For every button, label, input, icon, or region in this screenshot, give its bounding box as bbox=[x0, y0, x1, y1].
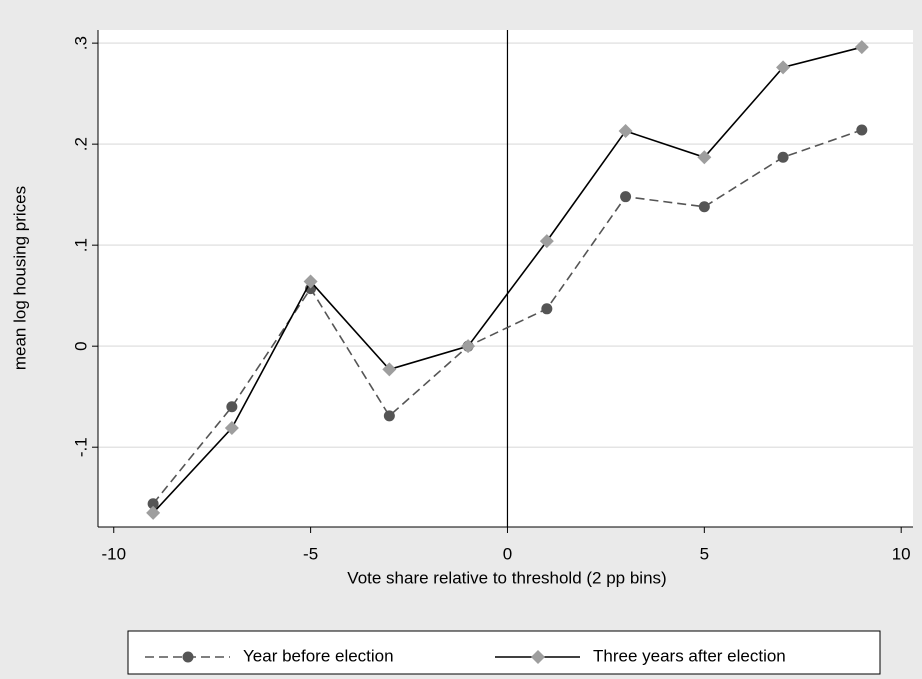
x-axis-title: Vote share relative to threshold (2 pp b… bbox=[347, 568, 666, 587]
data-point bbox=[698, 201, 710, 213]
y-tick-label: .1 bbox=[71, 238, 90, 252]
legend-label: Three years after election bbox=[593, 646, 786, 665]
data-point bbox=[620, 191, 632, 203]
data-point bbox=[777, 151, 789, 163]
data-point bbox=[224, 421, 239, 436]
data-point bbox=[856, 124, 868, 136]
data-point bbox=[147, 498, 159, 510]
legend-marker bbox=[182, 651, 194, 663]
y-axis-title: mean log housing prices bbox=[10, 186, 29, 370]
data-point bbox=[697, 150, 712, 165]
series-line bbox=[152, 129, 863, 505]
y-tick-label: -.1 bbox=[71, 437, 90, 457]
data-point bbox=[383, 410, 395, 422]
data-point bbox=[539, 234, 554, 249]
data-point bbox=[541, 303, 553, 315]
x-tick-label: -10 bbox=[101, 544, 126, 563]
data-point bbox=[303, 274, 318, 289]
plot-area bbox=[98, 30, 913, 527]
data-point bbox=[618, 124, 633, 139]
x-tick-label: 10 bbox=[892, 544, 911, 563]
legend-label: Year before election bbox=[243, 646, 394, 665]
legend-marker bbox=[531, 650, 545, 664]
series-line bbox=[152, 46, 863, 514]
data-point bbox=[776, 60, 791, 75]
legend-box bbox=[127, 630, 881, 675]
y-tick-label: .3 bbox=[71, 36, 90, 50]
data-point bbox=[146, 505, 161, 520]
x-tick-label: -5 bbox=[303, 544, 318, 563]
y-tick-label: .2 bbox=[71, 137, 90, 151]
x-tick-label: 5 bbox=[700, 544, 709, 563]
data-point bbox=[382, 362, 397, 377]
data-point bbox=[461, 339, 476, 354]
data-point bbox=[226, 401, 238, 413]
data-point bbox=[854, 40, 869, 55]
x-tick-label: 0 bbox=[503, 544, 512, 563]
y-tick-label: 0 bbox=[71, 341, 90, 350]
